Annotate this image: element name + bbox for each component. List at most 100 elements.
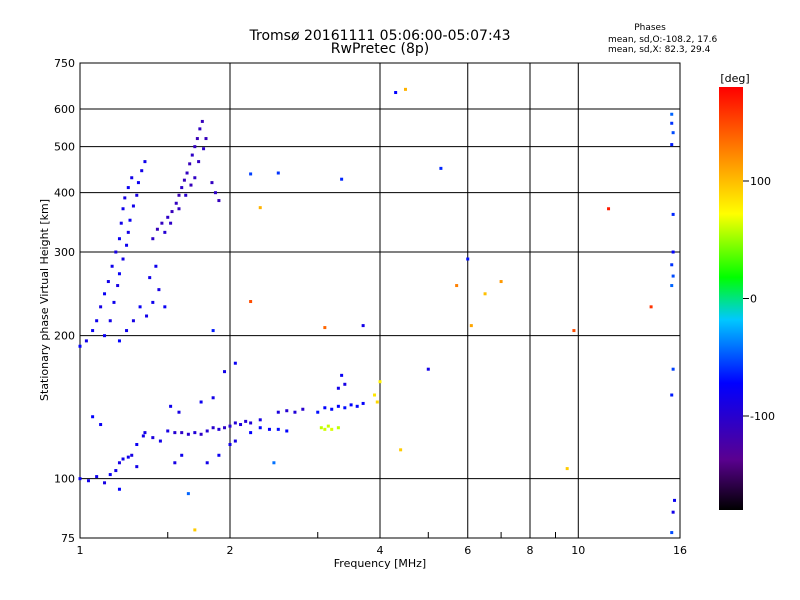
- data-point: [249, 421, 253, 425]
- data-point: [323, 406, 327, 410]
- data-point: [483, 292, 487, 296]
- data-point: [361, 401, 365, 405]
- data-point: [399, 448, 403, 452]
- data-point: [170, 210, 174, 214]
- data-point: [126, 455, 130, 459]
- data-point: [143, 431, 147, 435]
- colorbar: [deg] 100 0 -100: [719, 72, 775, 510]
- data-point: [117, 461, 121, 465]
- data-point: [267, 427, 271, 431]
- data-point: [670, 393, 674, 397]
- data-point: [121, 207, 125, 211]
- data-point: [336, 404, 340, 408]
- data-point: [330, 427, 334, 431]
- data-point: [671, 250, 675, 254]
- data-point: [166, 215, 170, 219]
- x-tick-label: 2: [227, 544, 234, 557]
- data-point: [186, 492, 190, 496]
- y-tick-label: 100: [54, 473, 75, 486]
- data-point: [671, 274, 675, 278]
- data-point: [671, 212, 675, 216]
- data-point: [78, 344, 82, 348]
- data-point: [426, 367, 430, 371]
- data-point: [249, 300, 253, 304]
- data-point: [258, 418, 262, 422]
- grid-lines: [80, 63, 680, 538]
- data-point: [673, 498, 677, 502]
- data-point: [199, 432, 203, 436]
- y-tick-label: 750: [54, 57, 75, 70]
- data-point: [95, 319, 99, 323]
- data-point: [112, 300, 116, 304]
- data-point: [121, 457, 125, 461]
- data-point: [99, 305, 103, 309]
- data-point: [323, 326, 327, 330]
- data-point: [319, 426, 323, 430]
- data-points: [78, 87, 677, 535]
- colorbar-gradient: [719, 87, 743, 510]
- data-point: [169, 404, 173, 408]
- data-point: [138, 305, 142, 309]
- data-point: [128, 218, 132, 222]
- data-point: [99, 423, 103, 427]
- data-point: [258, 426, 262, 430]
- data-point: [343, 406, 347, 410]
- x-tick-label: 16: [673, 544, 687, 557]
- data-point: [293, 410, 297, 414]
- data-point: [145, 314, 149, 318]
- y-tick-label: 200: [54, 330, 75, 343]
- data-point: [195, 137, 199, 141]
- data-point: [114, 250, 118, 254]
- data-point: [671, 367, 675, 371]
- data-point: [336, 426, 340, 430]
- data-point: [223, 426, 227, 430]
- data-point: [188, 162, 192, 166]
- data-point: [217, 453, 221, 457]
- data-point: [91, 415, 95, 419]
- data-point: [336, 386, 340, 390]
- data-point: [180, 431, 184, 435]
- data-point: [110, 264, 114, 268]
- data-point: [141, 434, 145, 438]
- data-point: [126, 186, 130, 190]
- data-point: [193, 528, 197, 532]
- data-point: [466, 257, 470, 261]
- data-point: [151, 300, 155, 304]
- data-point: [210, 181, 214, 185]
- data-point: [103, 334, 107, 338]
- data-point: [123, 196, 127, 200]
- data-point: [200, 119, 204, 123]
- chart-title: Tromsø 20161111 05:06:00-05:07:43: [249, 28, 511, 44]
- data-point: [499, 280, 503, 284]
- data-point: [174, 201, 178, 205]
- stats-o-mode: mean, sd,O:-108.2, 17.6: [608, 35, 718, 45]
- data-point: [177, 207, 181, 211]
- data-point: [108, 319, 112, 323]
- data-point: [670, 531, 674, 535]
- data-point: [276, 410, 280, 414]
- data-point: [199, 400, 203, 404]
- data-point: [572, 329, 576, 333]
- data-point: [193, 176, 197, 180]
- data-point: [103, 292, 107, 296]
- colorbar-tick-label: 0: [750, 293, 757, 306]
- data-point: [205, 461, 209, 465]
- y-axis-label: Stationary phase Virtual Height [km]: [38, 199, 51, 401]
- data-point: [355, 404, 359, 408]
- data-point: [340, 177, 344, 181]
- data-point: [361, 324, 365, 328]
- data-point: [217, 427, 221, 431]
- data-point: [211, 426, 215, 430]
- data-point: [213, 191, 217, 195]
- data-point: [131, 319, 135, 323]
- data-point: [204, 137, 208, 141]
- data-point: [116, 284, 120, 288]
- data-point: [136, 181, 140, 185]
- data-point: [86, 479, 90, 483]
- data-point: [166, 429, 170, 433]
- data-point: [197, 160, 201, 164]
- data-point: [95, 475, 99, 479]
- data-point: [151, 237, 155, 241]
- y-tick-label: 400: [54, 187, 75, 200]
